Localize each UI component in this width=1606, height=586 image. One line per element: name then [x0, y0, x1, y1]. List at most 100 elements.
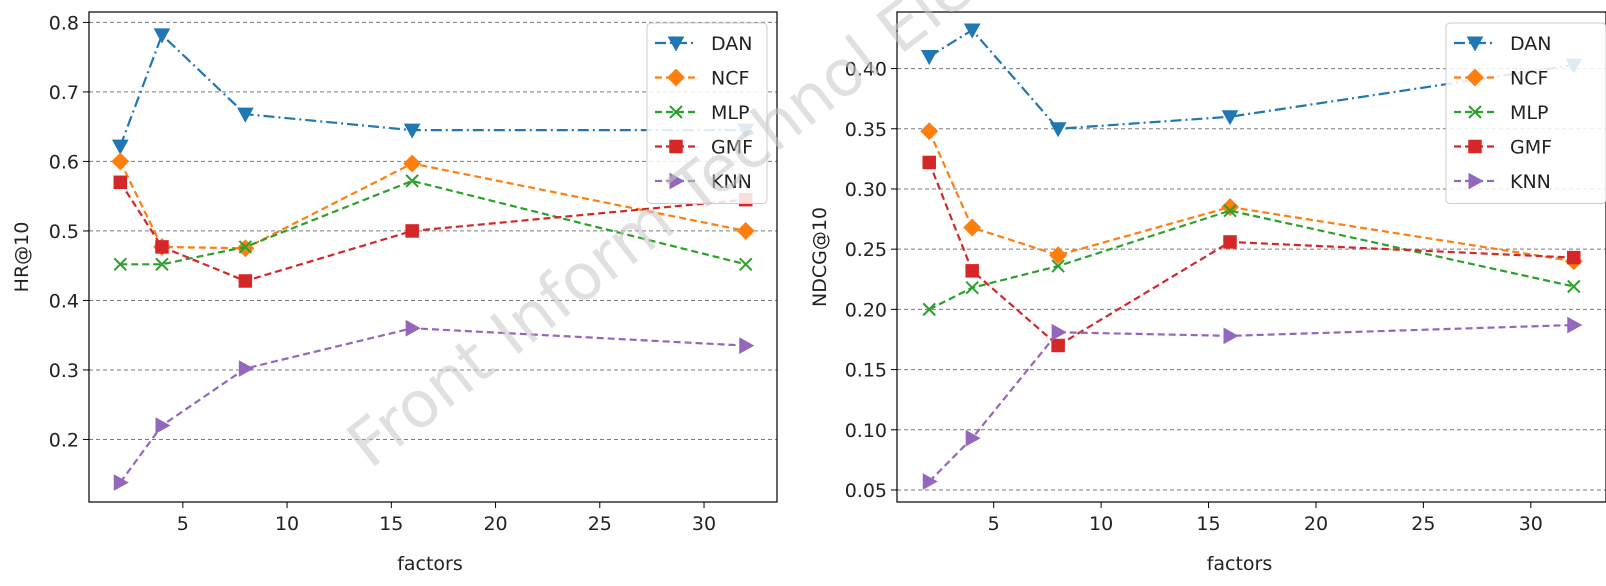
legend-marker-mlp-stroke-b	[1468, 105, 1482, 119]
data-point-mlp	[1223, 203, 1237, 218]
legend-marker-mlp-stroke-b	[669, 105, 683, 119]
data-point-mlp-stroke-b	[155, 257, 169, 272]
x-tick-label: 15	[379, 513, 403, 535]
data-point-mlp	[155, 257, 169, 272]
y-tick-label: 0.30	[845, 179, 887, 201]
data-point-knn	[965, 429, 981, 447]
series-line-mlp	[928, 209, 1575, 311]
y-tick-label: 0.10	[845, 420, 887, 442]
x-tick-label: 15	[1196, 513, 1220, 535]
y-tick-label: 0.5	[49, 221, 79, 243]
x-tick-label: 10	[1089, 513, 1113, 535]
data-point-mlp	[965, 280, 979, 295]
legend-label-gmf: GMF	[1510, 137, 1552, 159]
y-tick-label: 0.7	[49, 82, 79, 104]
data-point-dan	[153, 28, 171, 44]
x-tick-label: 25	[588, 513, 612, 535]
data-point-knn	[405, 319, 421, 337]
data-point-mlp	[113, 257, 127, 272]
data-point-knn	[113, 474, 129, 491]
data-point-knn	[739, 337, 755, 354]
data-point-gmf	[405, 224, 419, 238]
y-axis-label: HR@10	[11, 222, 33, 293]
series-line-gmf	[928, 162, 1574, 347]
legend-label-ncf: NCF	[711, 68, 749, 90]
series-line-dan	[928, 28, 1574, 130]
data-point-dan	[963, 23, 981, 39]
data-point-gmf	[113, 175, 128, 190]
data-point-ncf	[111, 152, 130, 171]
y-tick-label: 0.15	[845, 360, 887, 382]
data-point-gmf	[965, 264, 979, 278]
data-point-mlp	[1567, 279, 1581, 294]
legend-label-dan: DAN	[711, 33, 753, 55]
y-axis-label: NDCG@10	[809, 207, 831, 307]
legend-marker-mlp	[669, 105, 683, 119]
legend-marker-knn	[1468, 172, 1484, 190]
data-point-knn	[238, 360, 254, 377]
x-tick-label: 20	[1304, 513, 1328, 535]
y-tick-label: 0.25	[845, 239, 887, 261]
x-tick-label: 20	[483, 513, 507, 535]
x-tick-label: 10	[275, 513, 299, 535]
x-tick-label: 30	[1519, 513, 1543, 535]
legend-marker-mlp	[1468, 105, 1482, 119]
legend-label-dan: DAN	[1510, 33, 1552, 55]
data-point-mlp-stroke-b	[965, 280, 979, 295]
data-point-dan	[111, 139, 129, 155]
legend-label-knn: KNN	[711, 171, 752, 193]
legend-label-ncf: NCF	[1510, 68, 1548, 90]
legend-label-knn: KNN	[1510, 171, 1551, 193]
legend-marker-ncf	[1466, 68, 1484, 87]
data-point-mlp	[739, 257, 753, 272]
data-point-knn	[1051, 323, 1067, 341]
y-tick-label: 0.3	[49, 360, 79, 382]
legend-label-mlp: MLP	[1510, 102, 1548, 124]
legend-marker-dan	[1466, 36, 1484, 52]
legend-box	[1445, 22, 1606, 204]
data-point-dan	[920, 50, 938, 66]
data-point-gmf	[1567, 250, 1581, 265]
legend-marker-dan	[667, 36, 685, 52]
data-point-gmf	[238, 274, 253, 288]
data-point-mlp-stroke-b	[1567, 279, 1581, 294]
y-tick-label: 0.05	[845, 480, 887, 502]
data-point-gmf	[1223, 235, 1237, 249]
data-point-dan	[1049, 122, 1067, 138]
data-point-mlp-stroke-b	[405, 174, 419, 188]
x-tick-label: 25	[1411, 513, 1435, 535]
y-tick-label: 0.8	[49, 12, 79, 34]
legend-marker-gmf	[1468, 139, 1482, 154]
data-point-knn	[1567, 316, 1583, 334]
data-point-gmf	[1051, 338, 1065, 353]
data-point-mlp-stroke-b	[739, 257, 753, 272]
legend: DAN NCF MLP GMF KNN	[646, 22, 768, 204]
chart-panel-hr: 5 10 15 20 25 30 0.2 0.3 0.4 0.5 0.6 0.7 0.8 factors H…	[11, 11, 778, 575]
legend: DAN NCF MLP GMF KNN	[1445, 22, 1606, 204]
y-tick-label: 0.40	[845, 59, 887, 81]
x-axis-label: factors	[1207, 553, 1273, 575]
legend-marker-knn	[669, 172, 685, 190]
plot-frame	[88, 11, 778, 503]
y-tick-label: 0.6	[49, 151, 79, 173]
legend-box	[646, 22, 768, 204]
y-tick-label: 0.20	[845, 299, 887, 321]
data-point-dan	[237, 107, 254, 123]
data-point-ncf	[963, 218, 982, 237]
data-point-mlp	[1051, 259, 1065, 273]
x-tick-label: 30	[692, 513, 716, 535]
y-tick-label: 0.35	[845, 119, 887, 141]
y-tick-label: 0.2	[49, 429, 79, 451]
data-point-dan	[1221, 110, 1239, 126]
data-point-ncf	[920, 122, 939, 141]
data-point-mlp-stroke-b	[922, 302, 936, 317]
chart-panel-ndcg: 5 10 15 20 25 30 0.05 0.10 0.15 0.20 0.25 0.30 0.35 0…	[809, 11, 1606, 575]
y-tick-label: 0.4	[49, 290, 79, 312]
data-point-mlp-stroke-b	[238, 240, 253, 254]
data-point-dan	[403, 123, 421, 139]
legend-label-mlp: MLP	[711, 102, 749, 124]
series-line-knn	[928, 323, 1574, 483]
x-axis-label: factors	[397, 553, 463, 575]
series-line-ncf	[928, 130, 1574, 263]
data-point-knn	[922, 473, 938, 490]
